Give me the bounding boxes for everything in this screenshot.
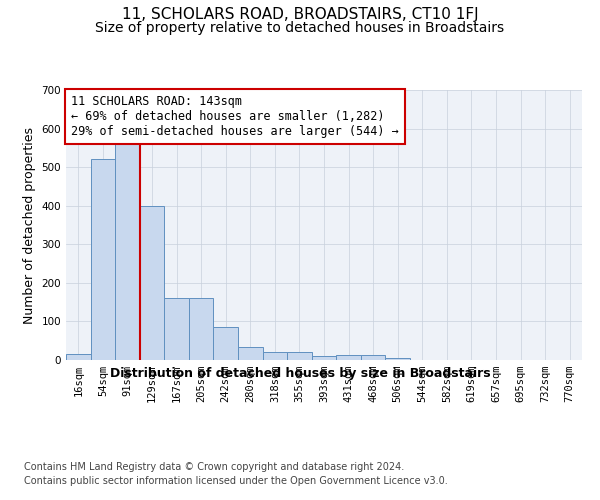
Bar <box>115 136 140 360</box>
Text: 11 SCHOLARS ROAD: 143sqm
← 69% of detached houses are smaller (1,282)
29% of sem: 11 SCHOLARS ROAD: 143sqm ← 69% of detach… <box>71 96 399 138</box>
Bar <box>385 358 410 360</box>
Bar <box>66 354 91 360</box>
Bar <box>164 298 189 360</box>
Bar <box>189 298 214 360</box>
Bar <box>140 206 164 360</box>
Bar <box>312 356 336 360</box>
Y-axis label: Number of detached properties: Number of detached properties <box>23 126 36 324</box>
Text: Size of property relative to detached houses in Broadstairs: Size of property relative to detached ho… <box>95 21 505 35</box>
Text: Distribution of detached houses by size in Broadstairs: Distribution of detached houses by size … <box>110 368 490 380</box>
Bar <box>287 352 312 360</box>
Text: Contains public sector information licensed under the Open Government Licence v3: Contains public sector information licen… <box>24 476 448 486</box>
Bar <box>214 327 238 360</box>
Bar <box>263 352 287 360</box>
Bar <box>336 356 361 360</box>
Bar <box>361 355 385 360</box>
Text: Contains HM Land Registry data © Crown copyright and database right 2024.: Contains HM Land Registry data © Crown c… <box>24 462 404 472</box>
Bar <box>238 346 263 360</box>
Text: 11, SCHOLARS ROAD, BROADSTAIRS, CT10 1FJ: 11, SCHOLARS ROAD, BROADSTAIRS, CT10 1FJ <box>122 8 478 22</box>
Bar <box>91 160 115 360</box>
